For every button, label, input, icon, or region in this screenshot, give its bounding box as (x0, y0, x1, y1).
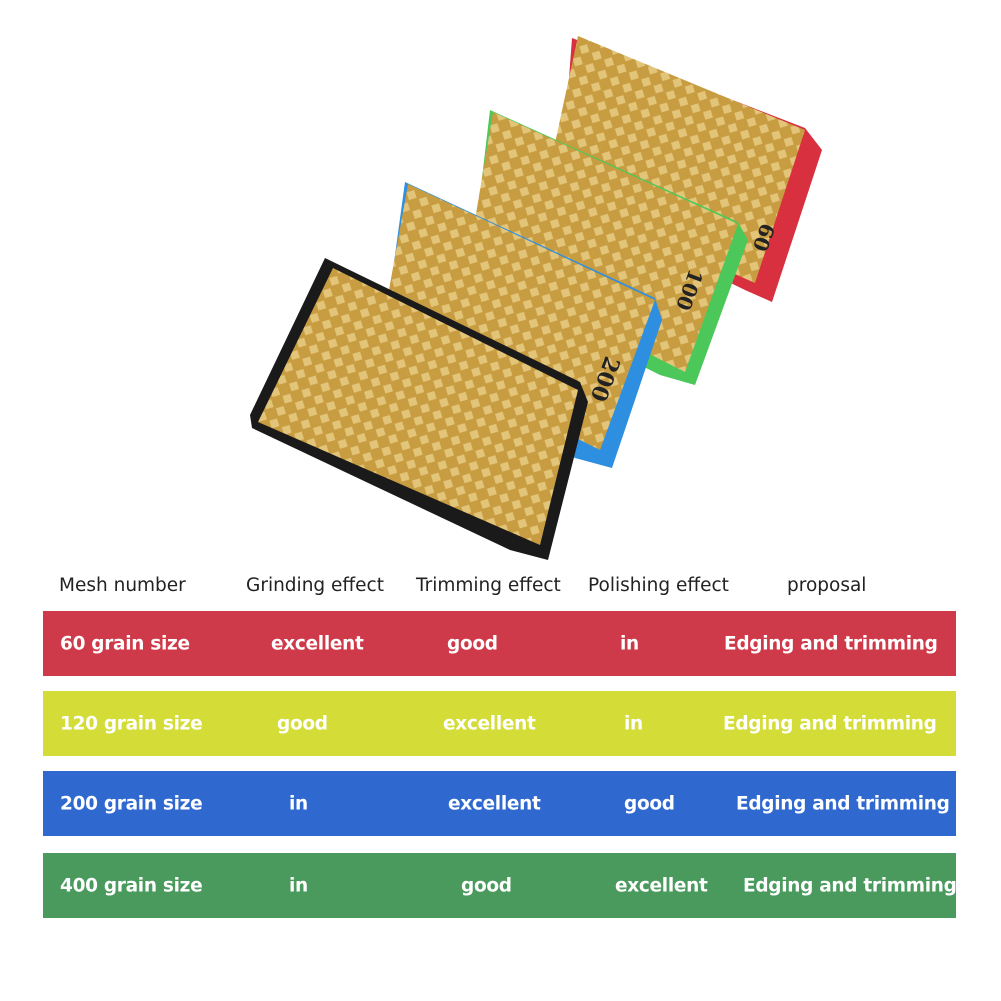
cell-polishing: in (624, 713, 643, 734)
cell-trimming: good (447, 633, 498, 654)
pad-face (258, 268, 578, 545)
pad-face (468, 112, 738, 372)
header-trimming-effect: Trimming effect (416, 575, 561, 596)
cell-proposal: Edging and trimming (743, 875, 957, 896)
table-row: 200 grain size in excellent good Edging … (43, 771, 956, 836)
cell-mesh: 60 grain size (60, 633, 190, 654)
cell-proposal: Edging and trimming (736, 793, 950, 814)
cell-trimming: excellent (443, 713, 536, 734)
pad-face (380, 184, 655, 450)
product-image: 60 100 200 (250, 36, 822, 560)
cell-trimming: good (461, 875, 512, 896)
cell-polishing: excellent (615, 875, 708, 896)
pad-face (545, 36, 805, 283)
cell-grinding: excellent (271, 633, 364, 654)
cell-mesh: 200 grain size (60, 793, 203, 814)
pad-100: 100 (468, 110, 748, 385)
header-polishing-effect: Polishing effect (588, 575, 729, 596)
pad-60: 60 (545, 36, 822, 302)
cell-trimming: excellent (448, 793, 541, 814)
header-grinding-effect: Grinding effect (246, 575, 384, 596)
table-row: 120 grain size good excellent in Edging … (43, 691, 956, 756)
cell-polishing: good (624, 793, 675, 814)
pad-400 (250, 258, 588, 560)
cell-proposal: Edging and trimming (724, 633, 938, 654)
table-row: 400 grain size in good excellent Edging … (43, 853, 957, 918)
cell-mesh: 120 grain size (60, 713, 203, 734)
header-mesh-number: Mesh number (59, 575, 186, 596)
header-proposal: proposal (787, 575, 867, 596)
pad-200: 200 (380, 182, 662, 468)
cell-grinding: good (277, 713, 328, 734)
cell-grinding: in (289, 793, 308, 814)
cell-proposal: Edging and trimming (723, 713, 937, 734)
cell-mesh: 400 grain size (60, 875, 203, 896)
cell-polishing: in (620, 633, 639, 654)
table-row: 60 grain size excellent good in Edging a… (43, 611, 956, 676)
cell-grinding: in (289, 875, 308, 896)
